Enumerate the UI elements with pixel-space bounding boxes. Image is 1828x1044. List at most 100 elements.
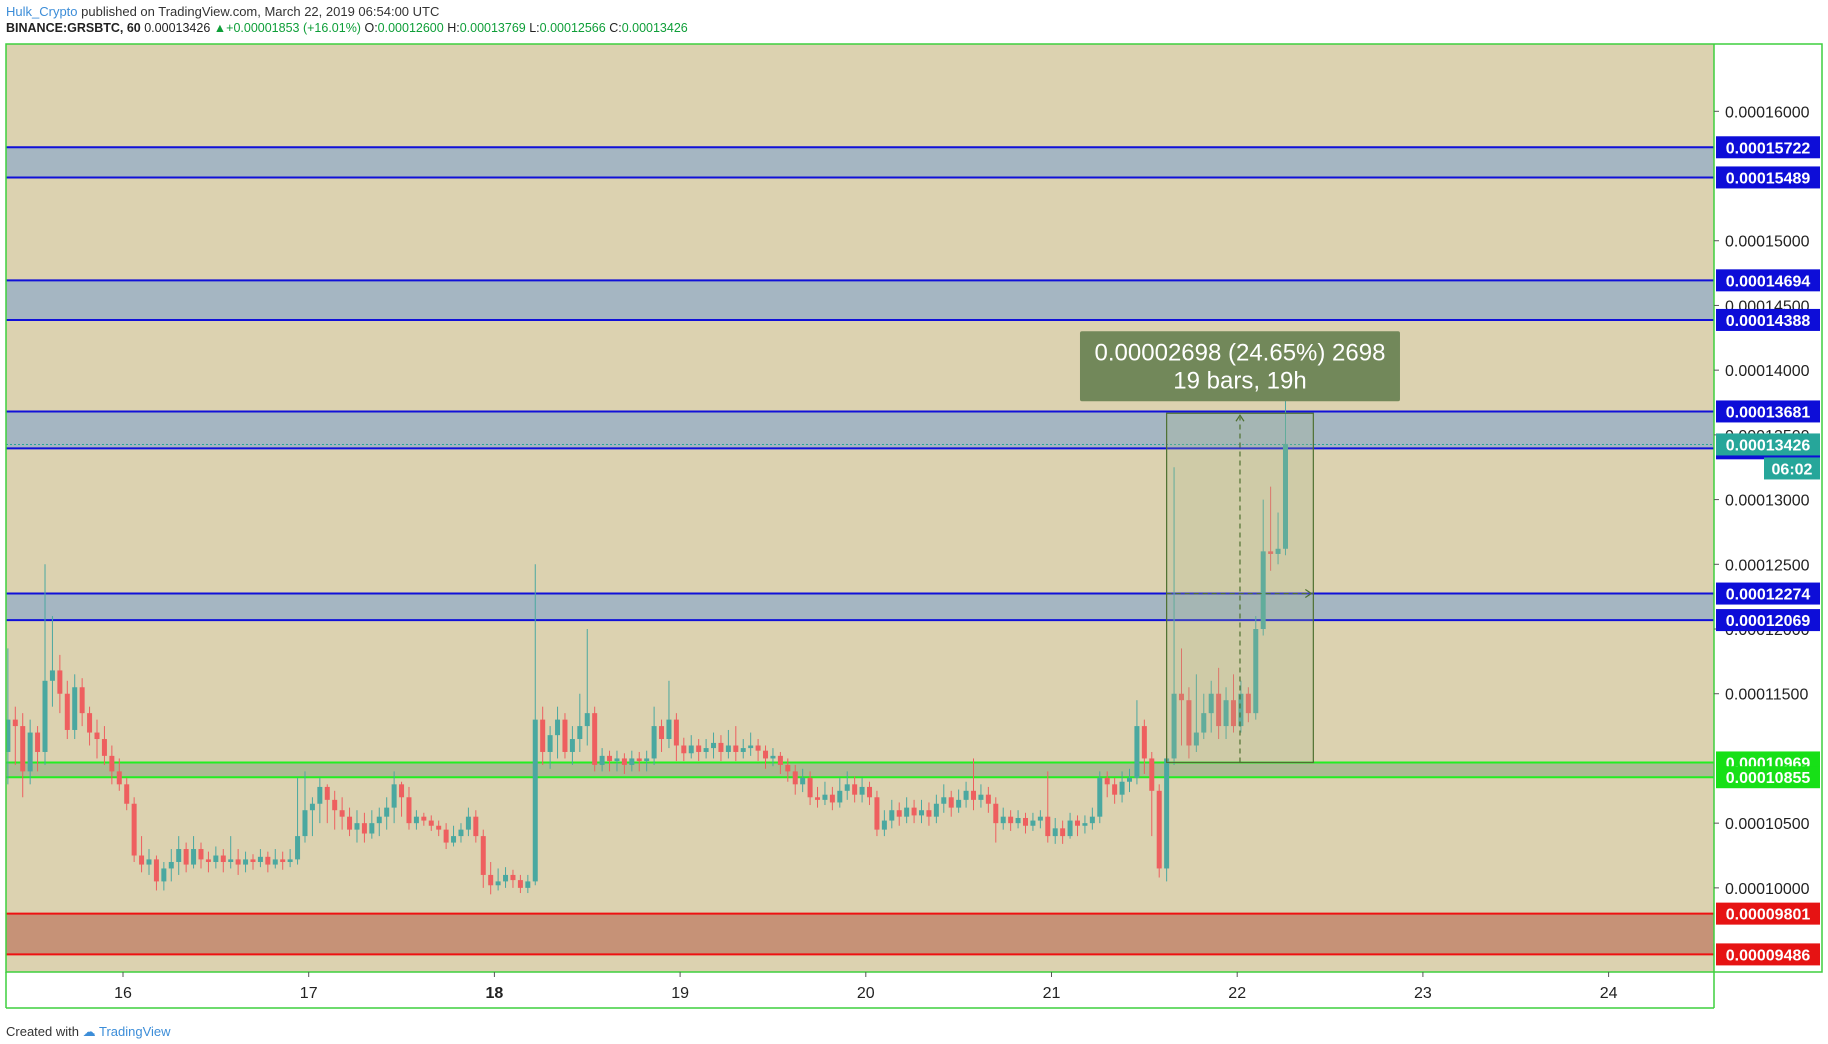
measure-arrow-head-right [1305, 589, 1313, 599]
candle-down [153, 859, 159, 882]
candle-up [503, 874, 509, 882]
candle-up [584, 713, 590, 727]
high-value: 0.00013769 [459, 21, 526, 35]
y-tick-label: 0.00015000 [1725, 234, 1810, 251]
candle-up [1119, 781, 1125, 795]
candle-down [755, 745, 761, 751]
candle-down [436, 825, 442, 830]
candle-up [309, 803, 315, 811]
price-tag-blue-bg [1716, 269, 1820, 292]
candle-up [42, 680, 48, 752]
price-tag-blue: 0.00012274 [1726, 587, 1811, 604]
y-tick-label: 0.00011500 [1725, 687, 1808, 704]
candle-down [361, 823, 367, 834]
candle-up [1082, 823, 1088, 826]
candle-down [87, 713, 93, 733]
candle-down [1060, 828, 1066, 837]
candle-down [347, 816, 353, 830]
price-tag-red-bg [1716, 943, 1820, 966]
x-tick-label: 21 [1043, 985, 1061, 1002]
plot-background [6, 44, 1714, 972]
candle-down [1178, 693, 1184, 701]
candle-up [956, 799, 962, 808]
candle-down [681, 745, 687, 754]
candle-up [822, 794, 828, 800]
candle-down [540, 719, 546, 752]
candle-down [183, 849, 189, 865]
candle-down [20, 726, 26, 772]
last-price-tag-bg [1716, 433, 1820, 456]
ohlc-legend: BINANCE:GRSBTC, 60 0.00013426 ▲+0.000018… [6, 21, 688, 35]
candle-down [926, 810, 932, 817]
candle-up [844, 784, 850, 791]
candle-up [725, 745, 731, 752]
candle-up [933, 803, 939, 817]
candle-down [763, 750, 769, 759]
candle-up [599, 755, 605, 765]
x-tick-label: 16 [114, 985, 132, 1002]
candle-down [1008, 816, 1014, 824]
candle-down [948, 797, 954, 808]
candle-down [250, 859, 256, 862]
candle-down [1112, 784, 1118, 795]
candle-up [1089, 816, 1095, 824]
candle-up [1000, 816, 1006, 824]
candle-up [302, 810, 308, 837]
candle-down [12, 719, 18, 727]
tradingview-brand[interactable]: TradingView [99, 1024, 171, 1039]
candle-down [874, 797, 880, 830]
tradingview-logo-icon: ☁ [82, 1024, 96, 1039]
countdown-tag: 06:02 [1772, 461, 1813, 478]
candle-up [1164, 758, 1170, 869]
price-tag-blue: 0.00015722 [1726, 140, 1811, 157]
candle-down [473, 816, 479, 837]
candle-down [421, 816, 427, 821]
candle-up [859, 786, 865, 795]
candle-up [495, 881, 501, 886]
candle-up [1015, 817, 1021, 824]
candle-up [555, 719, 561, 736]
candle-up [272, 859, 278, 865]
plot-area [6, 146, 1714, 956]
x-tick-label: 19 [671, 985, 689, 1002]
candle-up [6, 719, 11, 752]
candle-up [376, 816, 382, 824]
candle-up [287, 859, 293, 862]
candle-up [176, 849, 182, 862]
candle-up [651, 726, 657, 759]
candle-down [139, 855, 145, 865]
candle-down [896, 810, 902, 817]
measure-label-box [1079, 331, 1400, 402]
price-tag-red: 0.00009486 [1726, 947, 1811, 964]
candle-down [829, 794, 835, 803]
up-arrow-icon: ▲ [213, 21, 227, 35]
last-price-tag: 0.00013426 [1726, 437, 1811, 454]
symbol-label: BINANCE:GRSBTC, 60 [6, 21, 141, 35]
x-tick-label: 20 [857, 985, 875, 1002]
candle-down [220, 855, 226, 862]
candle-up [354, 823, 360, 830]
candle-down [1149, 758, 1155, 791]
chart-frame [5, 43, 1823, 973]
candle-down [1230, 700, 1236, 727]
y-tick-label: 0.00010500 [1725, 816, 1810, 833]
candle-up [369, 823, 375, 834]
y-tick-label: 0.00014000 [1725, 363, 1810, 380]
candle-up [666, 719, 672, 740]
price-tag-blue-bg [1716, 400, 1820, 423]
candle-down [109, 755, 115, 772]
candle-up [413, 816, 419, 824]
candle-up [27, 732, 33, 772]
candle-up [49, 670, 55, 681]
candle-down [1245, 693, 1251, 714]
candle-down [488, 874, 494, 886]
candle-up [525, 881, 531, 888]
candle-up [1067, 820, 1073, 837]
candle-up [963, 790, 969, 800]
price-tag-blue-bg [1716, 609, 1820, 632]
author-name[interactable]: Hulk_Crypto [6, 4, 78, 19]
candle-up [72, 687, 78, 730]
candle-down [428, 820, 434, 826]
high-label: H: [447, 21, 460, 35]
